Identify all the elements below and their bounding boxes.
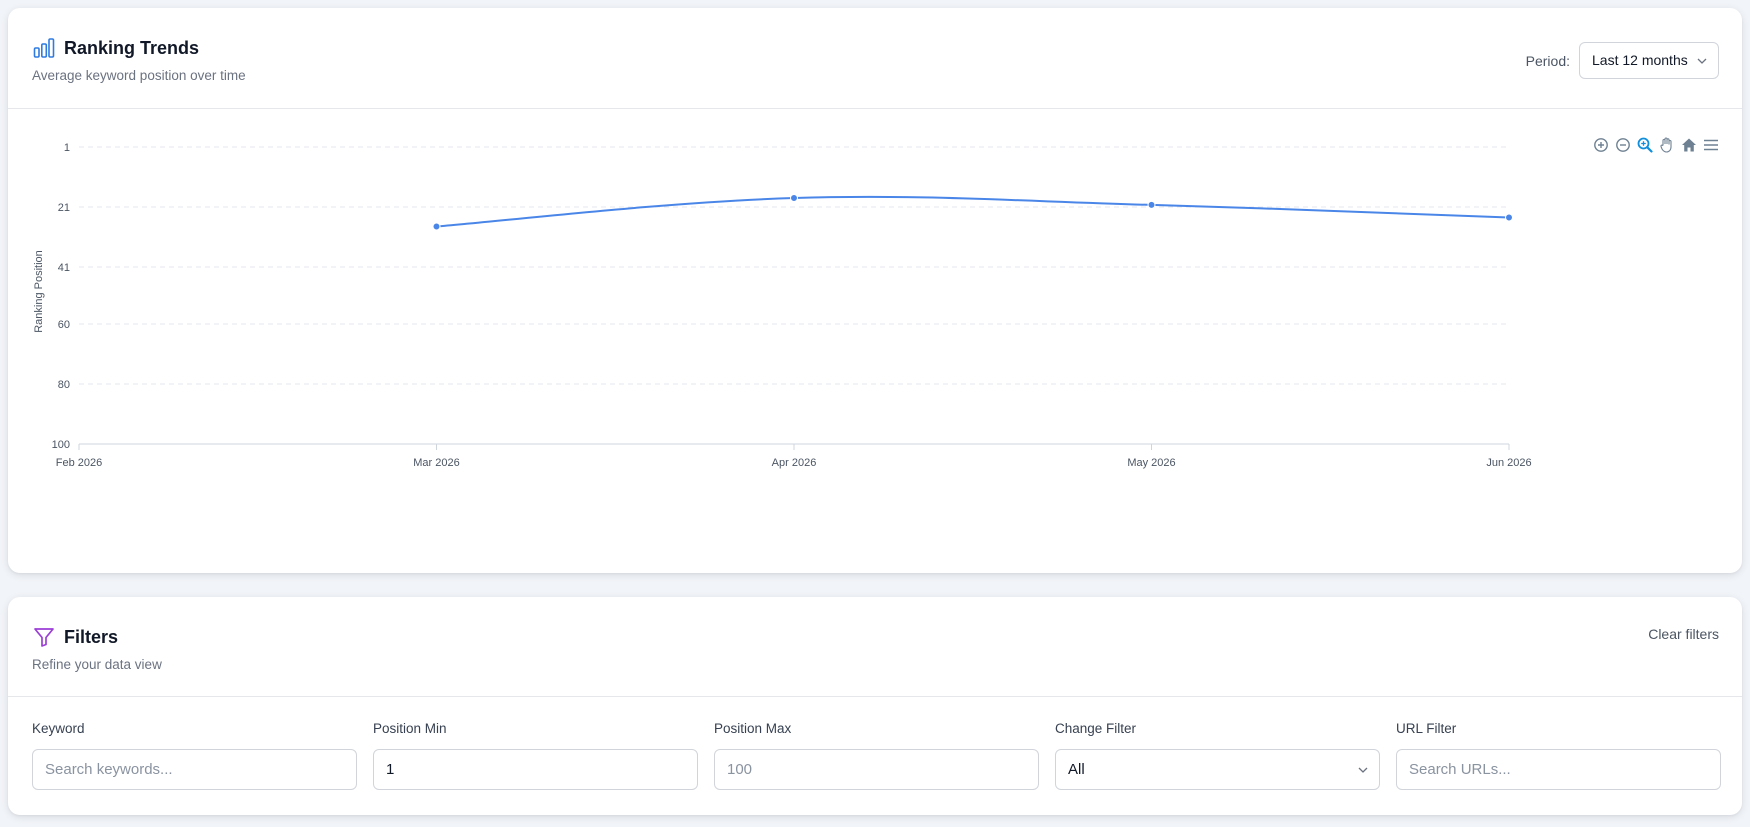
y-tick-label: 100	[52, 439, 70, 451]
data-point[interactable]	[1147, 200, 1156, 209]
url-filter-input[interactable]	[1396, 749, 1721, 790]
x-tick-label: Feb 2026	[56, 457, 102, 469]
change-filter-select[interactable]: All	[1055, 749, 1380, 790]
ranking-trends-title: Ranking Trends	[64, 38, 200, 58]
change-filter-selected-value: All	[1068, 761, 1085, 778]
ranking-trends-subtitle: Average keyword position over time	[32, 68, 246, 83]
position-max-input[interactable]	[714, 749, 1039, 790]
filters-title: Filters	[64, 627, 119, 647]
y-tick-label: 21	[58, 202, 70, 214]
bar-chart-icon	[33, 38, 55, 58]
chart-toolbar	[1592, 136, 1720, 154]
zoom-select-icon[interactable]	[1636, 136, 1654, 154]
position-min-label: Position Min	[373, 721, 447, 736]
change-filter: Change Filter All	[1055, 720, 1380, 790]
ranking-trends-card: Ranking Trends Average keyword position …	[8, 8, 1742, 573]
filters-row: Keyword Position Min Position Max Change…	[32, 720, 1721, 790]
data-point[interactable]	[1505, 213, 1513, 222]
series-line	[436, 195, 1510, 228]
y-tick-label: 60	[58, 319, 70, 331]
position-max-filter: Position Max	[714, 720, 1039, 790]
keyword-label: Keyword	[32, 721, 85, 736]
position-min-filter: Position Min	[373, 720, 698, 790]
pan-icon[interactable]	[1658, 136, 1676, 154]
period-control: Period: Last 12 months	[1526, 42, 1719, 79]
position-min-input[interactable]	[373, 749, 698, 790]
period-selected-value: Last 12 months	[1592, 52, 1688, 68]
chevron-down-icon	[1697, 58, 1707, 64]
y-axis-title: Ranking Position	[33, 250, 45, 333]
y-tick-label: 41	[58, 262, 70, 274]
filters-card: Filters Refine your data view Clear filt…	[8, 597, 1742, 815]
data-point[interactable]	[432, 222, 441, 231]
y-tick-label: 80	[58, 379, 70, 391]
url-filter: URL Filter	[1396, 720, 1721, 790]
home-reset-icon[interactable]	[1680, 136, 1698, 154]
zoom-out-icon[interactable]	[1614, 136, 1632, 154]
y-tick-label: 1	[64, 142, 70, 154]
period-label: Period:	[1525, 52, 1570, 69]
filters-header: Filters Refine your data view Clear filt…	[8, 597, 1742, 697]
url-filter-label: URL Filter	[1396, 721, 1457, 736]
filter-icon	[34, 628, 54, 647]
x-tick-label: Mar 2026	[413, 457, 459, 469]
x-tick-label: May 2026	[1127, 457, 1175, 469]
keyword-filter: Keyword	[32, 720, 357, 790]
filters-subtitle: Refine your data view	[32, 657, 162, 672]
zoom-in-icon[interactable]	[1592, 136, 1610, 154]
x-tick-label: Apr 2026	[772, 457, 817, 469]
ranking-chart-svg: 1 21 41 60 80 100 Feb 2026 Mar 2026 Apr 2026 May …	[33, 142, 1532, 469]
x-tick-label: Jun 2026	[1486, 457, 1531, 469]
period-select[interactable]: Last 12 months	[1579, 42, 1719, 79]
keyword-input[interactable]	[32, 749, 357, 790]
clear-filters-button[interactable]: Clear filters	[1648, 626, 1719, 642]
change-filter-label: Change Filter	[1055, 721, 1137, 736]
ranking-trends-header: Ranking Trends Average keyword position …	[8, 8, 1742, 109]
menu-icon[interactable]	[1702, 136, 1720, 154]
chevron-down-icon	[1358, 767, 1368, 773]
position-max-label: Position Max	[714, 721, 792, 736]
data-point[interactable]	[790, 194, 798, 202]
ranking-chart: 1 21 41 60 80 100 Feb 2026 Mar 2026 Apr 2026 May …	[8, 109, 1742, 573]
